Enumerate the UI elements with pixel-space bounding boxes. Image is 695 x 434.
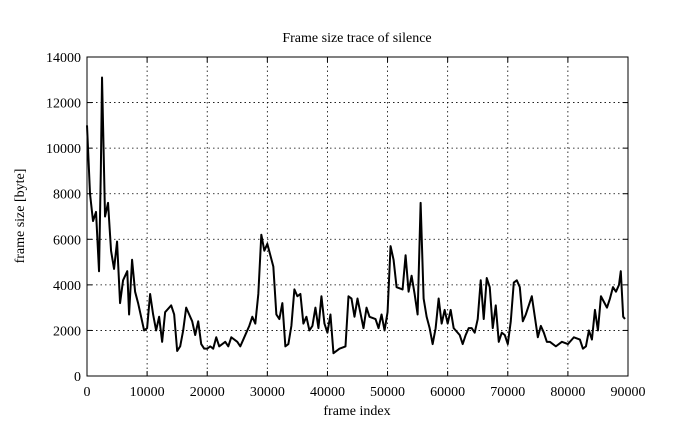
x-tick-label: 0 <box>84 385 91 400</box>
x-tick-label: 70000 <box>490 385 525 400</box>
x-tick-label: 40000 <box>310 385 345 400</box>
x-tick-label: 20000 <box>190 385 225 400</box>
x-tick-label: 50000 <box>370 385 405 400</box>
y-tick-label: 0 <box>74 370 81 385</box>
x-tick-label: 30000 <box>250 385 285 400</box>
y-tick-label: 14000 <box>46 51 81 66</box>
x-axis-label: frame index <box>323 404 390 419</box>
y-tick-label: 12000 <box>46 97 81 112</box>
x-tick-label: 60000 <box>430 385 465 400</box>
y-tick-label: 2000 <box>53 324 81 339</box>
x-tick-label: 90000 <box>611 385 646 400</box>
y-tick-label: 6000 <box>53 233 81 248</box>
x-tick-label: 80000 <box>550 385 585 400</box>
y-tick-label: 8000 <box>53 188 81 203</box>
y-tick-label: 10000 <box>46 142 81 157</box>
chart-title: Frame size trace of silence <box>282 31 431 46</box>
plot-frame <box>86 56 629 377</box>
y-axis-label: frame size [byte] <box>13 169 28 264</box>
data-line <box>86 76 626 355</box>
x-tick-label: 10000 <box>130 385 165 400</box>
y-tick-label: 4000 <box>53 279 81 294</box>
